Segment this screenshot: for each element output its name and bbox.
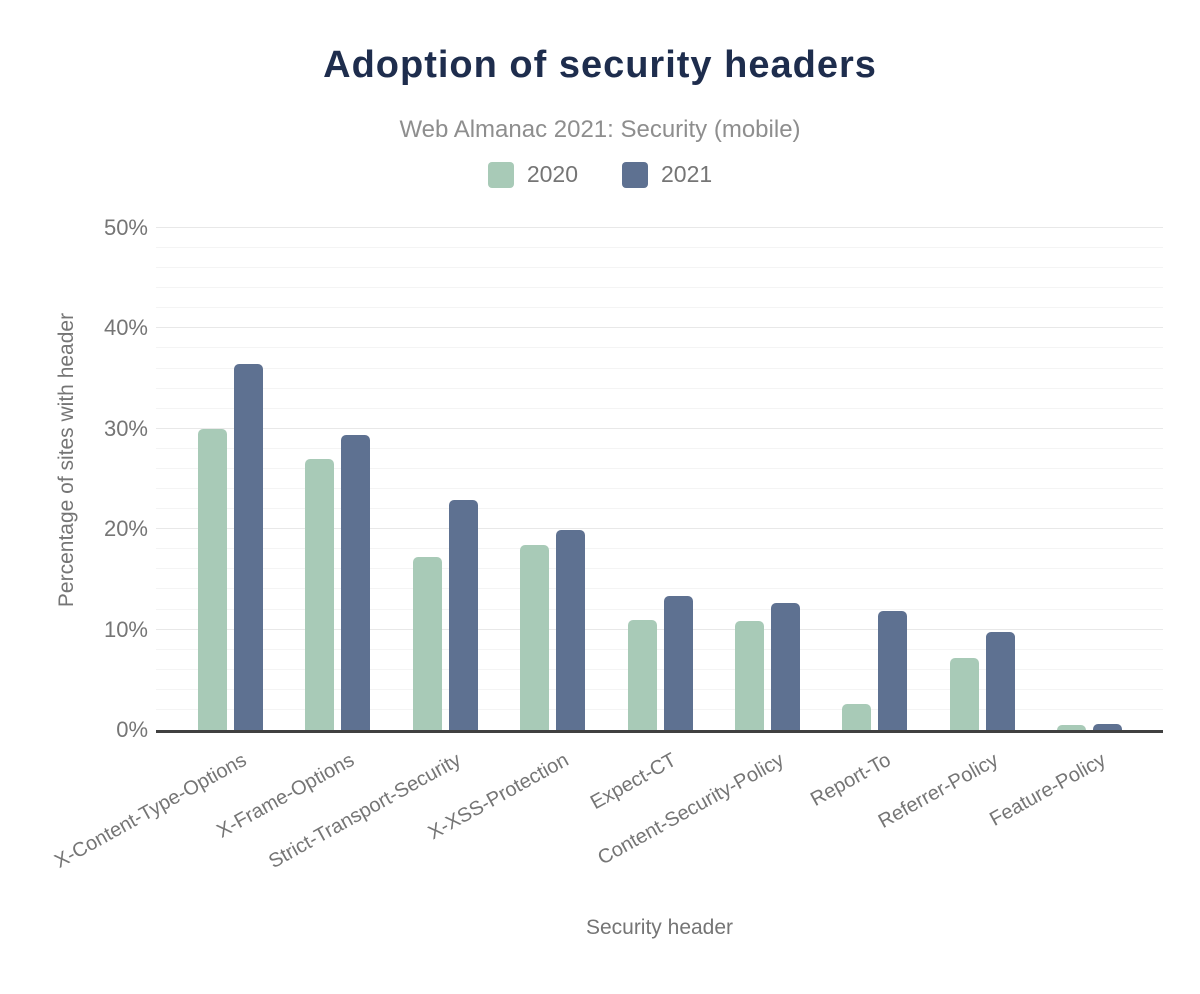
- gridline-minor-34: [156, 387, 1163, 389]
- gridline-minor-32: [156, 407, 1163, 409]
- gridline-minor-26: [156, 467, 1163, 469]
- gridline-major-10: [156, 628, 1163, 630]
- x-tick-label-strict-transport-security: Strict-Transport-Security: [265, 749, 465, 873]
- gridline-major-20: [156, 528, 1163, 530]
- legend: 2020 2021: [0, 161, 1200, 188]
- bar-2020-x-xss-protection[interactable]: [520, 545, 550, 730]
- y-tick-label-30: 30%: [103, 415, 148, 441]
- gridline-minor-28: [156, 447, 1163, 449]
- gridline-minor-6: [156, 668, 1163, 670]
- bar-2021-x-xss-protection[interactable]: [556, 530, 586, 730]
- bar-2021-x-content-type-options[interactable]: [234, 363, 263, 730]
- y-tick-label-20: 20%: [103, 516, 148, 542]
- bar-2020-content-security-policy[interactable]: [735, 620, 764, 730]
- bar-2021-report-to[interactable]: [878, 610, 908, 730]
- gridline-minor-48: [156, 247, 1163, 249]
- gridline-minor-36: [156, 367, 1163, 369]
- gridline-minor-46: [156, 267, 1163, 269]
- gridline-major-50: [156, 227, 1163, 228]
- gridline-minor-24: [156, 488, 1163, 490]
- legend-swatch-2021-icon: [622, 161, 648, 188]
- gridline-minor-8: [156, 648, 1163, 650]
- x-tick-label-content-security-policy: Content-Security-Policy: [593, 749, 788, 870]
- y-tick-label-10: 10%: [103, 616, 148, 642]
- gridline-major-40: [156, 327, 1163, 329]
- chart-subtitle: Web Almanac 2021: Security (mobile): [399, 116, 801, 143]
- y-tick-label-40: 40%: [103, 315, 148, 341]
- bar-2020-expect-ct[interactable]: [627, 619, 657, 730]
- chart-title: Adoption of security headers: [323, 44, 877, 86]
- gridline-minor-4: [156, 688, 1163, 690]
- gridline-minor-42: [156, 307, 1163, 309]
- bar-2020-strict-transport-security[interactable]: [412, 557, 442, 730]
- legend-item-2021: 2021: [622, 161, 712, 188]
- bar-2021-x-frame-options[interactable]: [341, 434, 371, 730]
- y-tick-label-50: 50%: [103, 215, 148, 240]
- legend-swatch-2020-icon: [487, 161, 514, 188]
- x-axis-title: Security header: [585, 916, 734, 939]
- bar-2020-x-frame-options[interactable]: [305, 458, 335, 730]
- gridline-minor-18: [156, 548, 1163, 550]
- gridline-minor-2: [156, 708, 1163, 710]
- bar-2020-report-to[interactable]: [842, 703, 872, 730]
- bar-2020-referrer-policy[interactable]: [949, 657, 979, 730]
- gridline-minor-14: [156, 588, 1163, 590]
- bar-2021-strict-transport-security[interactable]: [448, 500, 478, 730]
- x-tick-label-report-to: Report-To: [807, 749, 895, 811]
- x-tick-label-referrer-policy: Referrer-Policy: [874, 749, 1002, 833]
- bar-2020-feature-policy[interactable]: [1057, 724, 1087, 730]
- bar-2020-x-content-type-options[interactable]: [198, 428, 227, 730]
- gridline-minor-22: [156, 508, 1163, 510]
- gridline-minor-16: [156, 568, 1163, 570]
- plot-area: X-Content-Type-Options X-Frame-Options Str…: [51, 227, 1163, 873]
- y-tick-label-0: 0%: [116, 717, 148, 742]
- y-axis-ticks: 0% 10% 20% 30% 40% 50%: [76, 215, 148, 742]
- legend-label-2020: 2020: [526, 161, 578, 187]
- gridline-minor-12: [156, 608, 1163, 610]
- gridline-major-30: [156, 427, 1163, 429]
- x-tick-label-feature-policy: Feature-Policy: [985, 749, 1110, 831]
- bar-2021-feature-policy[interactable]: [1093, 723, 1123, 730]
- legend-item-2020: 2020: [487, 161, 578, 188]
- gridline-minor-44: [156, 287, 1163, 289]
- gridline-minor-38: [156, 347, 1163, 349]
- bar-2021-referrer-policy[interactable]: [985, 631, 1015, 730]
- legend-label-2021: 2021: [661, 161, 713, 187]
- x-tick-label-x-content-type-options: X-Content-Type-Options: [50, 749, 251, 873]
- bar-2021-expect-ct[interactable]: [663, 596, 693, 730]
- x-tick-label-expect-ct: Expect-CT: [586, 749, 680, 815]
- bar-2021-content-security-policy[interactable]: [771, 602, 800, 730]
